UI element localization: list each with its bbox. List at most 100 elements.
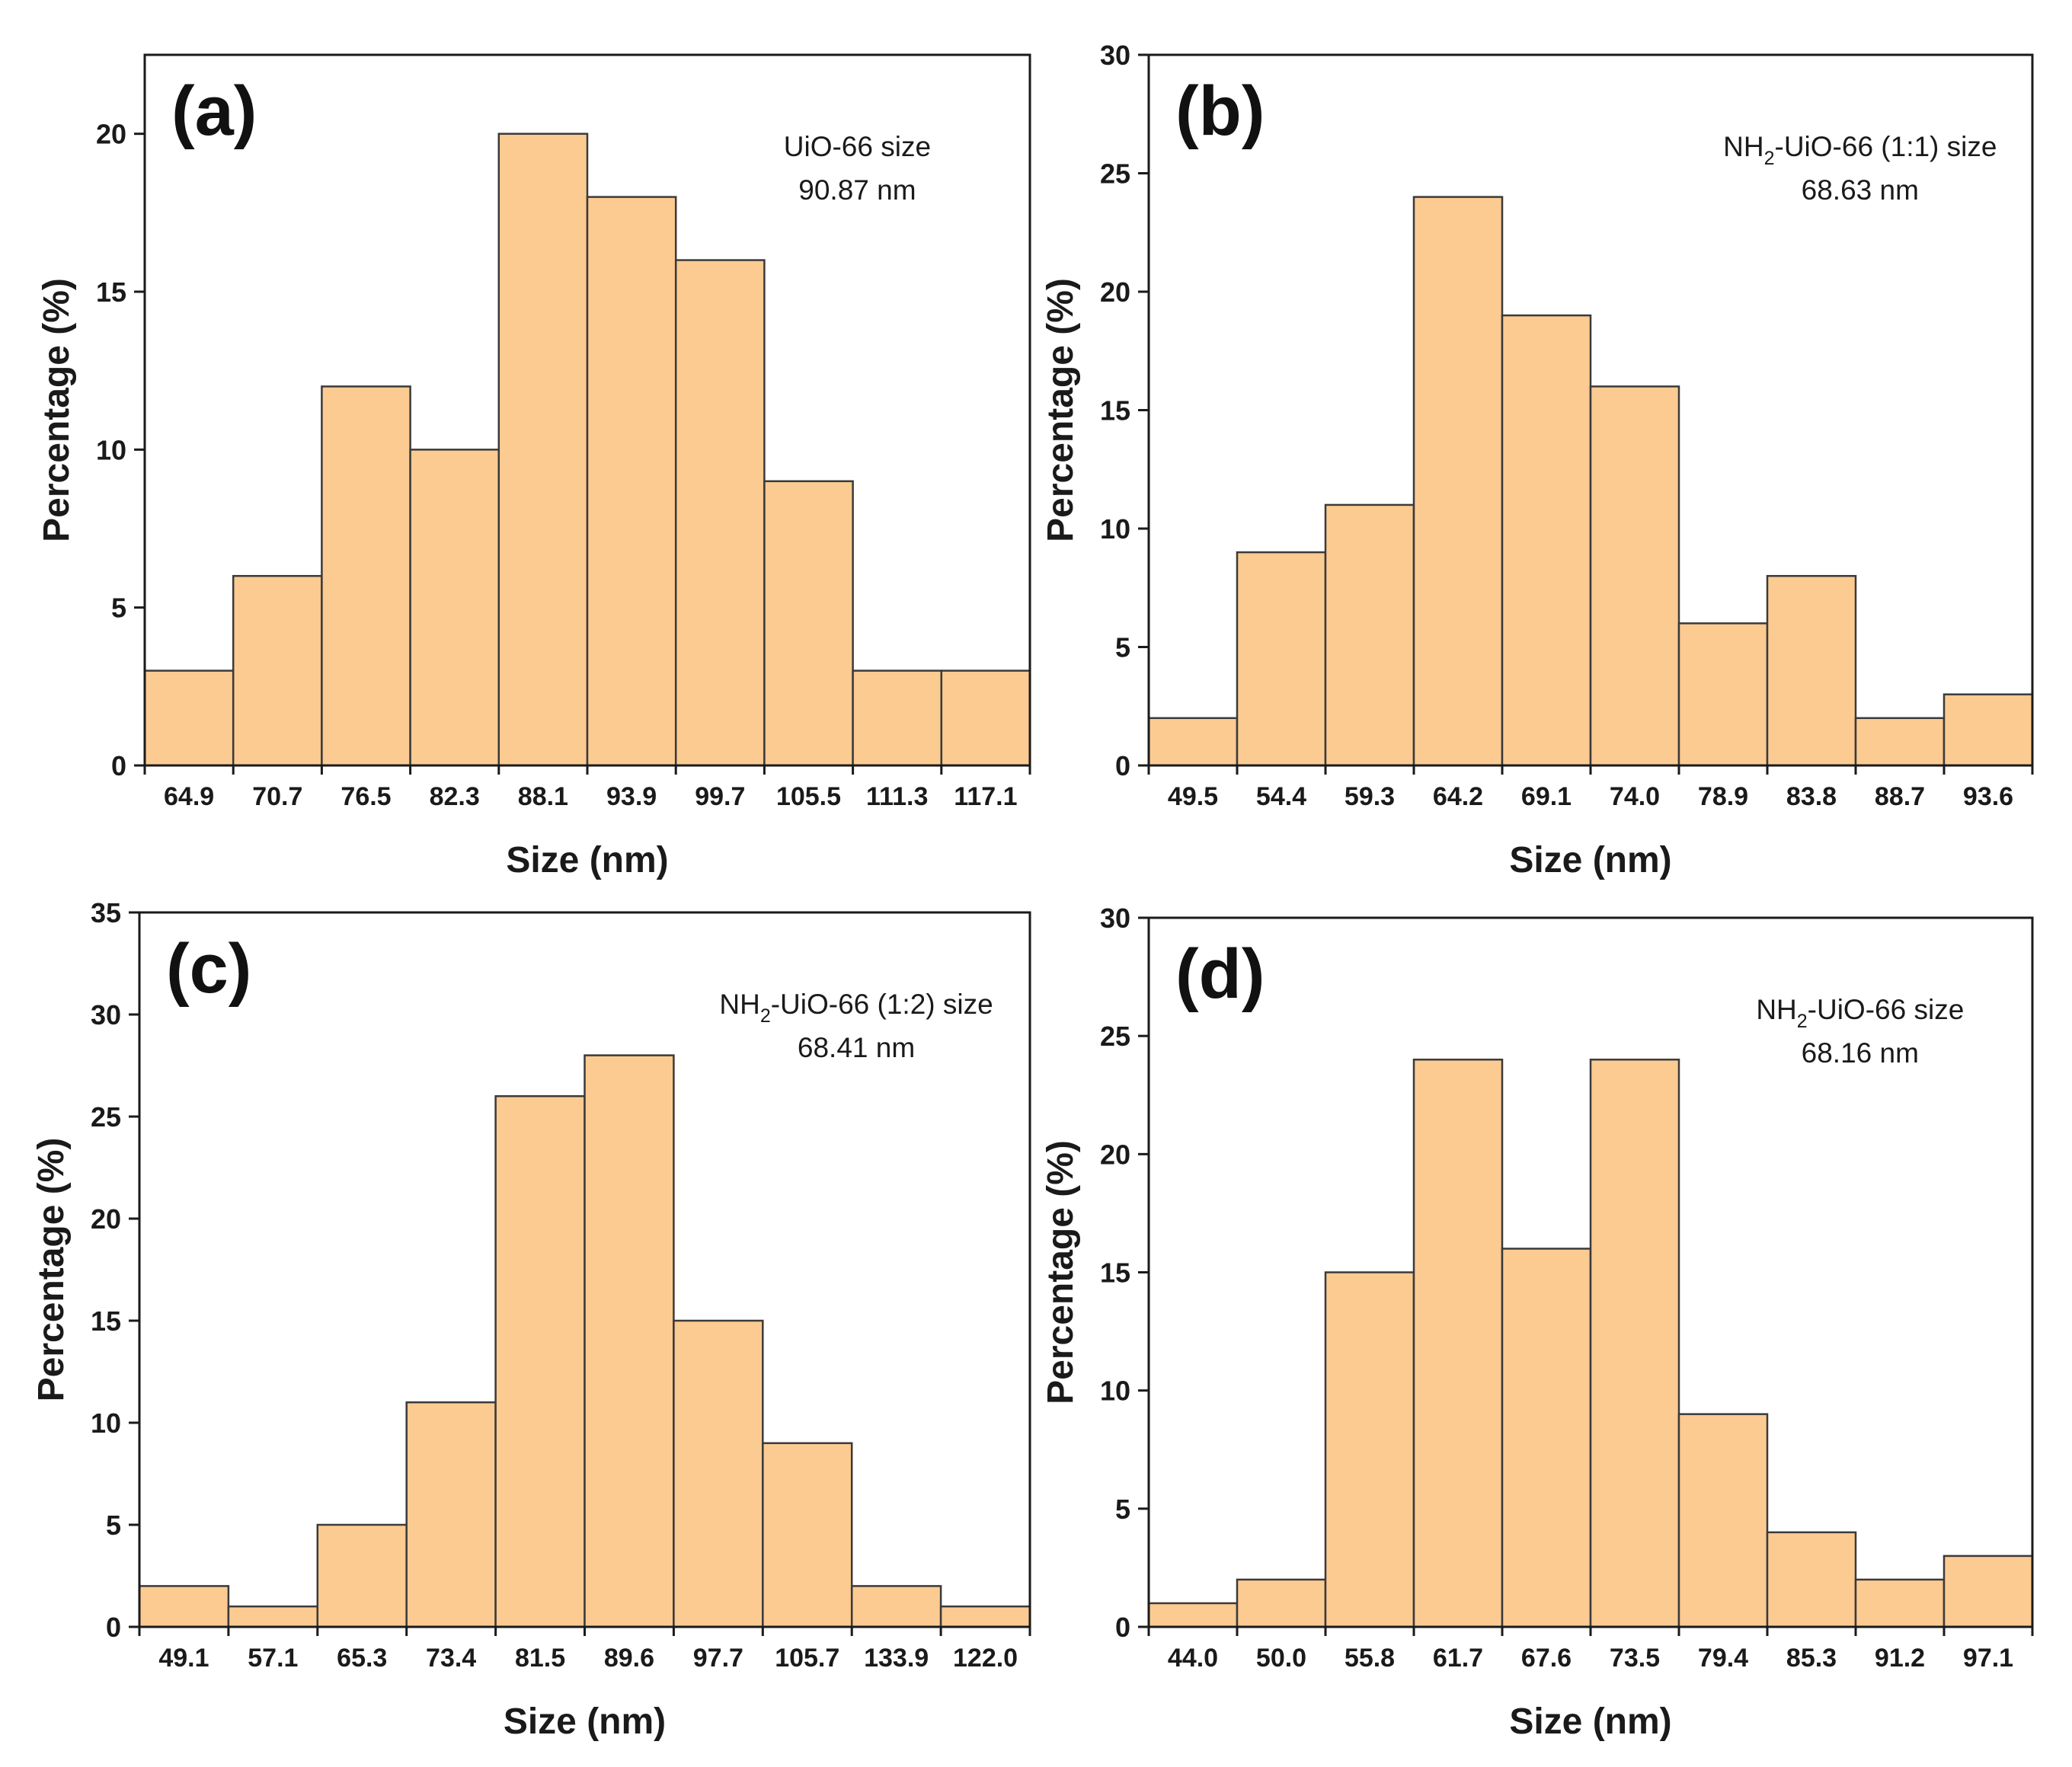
y-tick-label: 5 xyxy=(1115,632,1130,663)
panel-label: (a) xyxy=(171,72,257,150)
panel-b: 0 5 10 15 20 25 30 49.5 54.4 59.3 64.2 69.1 74.0 78.9… xyxy=(1041,40,2034,880)
mean-size-annotation: 68.41 nm xyxy=(798,1032,915,1063)
bar-b-1 xyxy=(1147,717,1239,767)
bar-d-6 xyxy=(1589,1058,1680,1628)
y-tick-label: 30 xyxy=(91,999,121,1030)
bar-c-5 xyxy=(494,1094,586,1628)
bar-b-10 xyxy=(1942,693,2034,767)
bar-d-7 xyxy=(1677,1413,1769,1628)
x-tick-label: 59.3 xyxy=(1345,782,1395,811)
y-axis-title: Percentage (%) xyxy=(37,278,77,542)
x-tick-label: 89.6 xyxy=(604,1644,654,1673)
y-tick-label: 0 xyxy=(1115,1612,1130,1643)
sample-name: -UiO-66 (1:2) size xyxy=(771,989,993,1020)
x-axis-title: Size (nm) xyxy=(1509,840,1671,880)
x-tick-label: 88.7 xyxy=(1875,782,1925,811)
sample-annotation: NH2-UiO-66 (1:1) size xyxy=(1723,131,1997,169)
y-tick-label: 15 xyxy=(96,276,126,308)
y-tick-label: 20 xyxy=(96,119,126,150)
bar-c-2 xyxy=(227,1605,319,1628)
y-axis-title: Percentage (%) xyxy=(1041,1140,1081,1404)
bar-a-7 xyxy=(674,259,766,767)
y-tick-label: 15 xyxy=(1100,395,1130,427)
x-tick-label: 99.7 xyxy=(695,782,745,811)
bar-b-4 xyxy=(1412,196,1504,767)
sample-annotation: NH2-UiO-66 (1:2) size xyxy=(719,989,993,1027)
bar-c-3 xyxy=(316,1523,408,1628)
bar-c-1 xyxy=(138,1585,230,1628)
x-tick-label: 70.7 xyxy=(252,782,302,811)
y-tick-label: 5 xyxy=(106,1510,121,1541)
bar-b-9 xyxy=(1854,717,1946,767)
panel-d: 0 5 10 15 20 25 30 44.0 50.0 55.8 61.7 67.6 73.5 79.4… xyxy=(1041,903,2034,1742)
x-tick-label: 55.8 xyxy=(1345,1644,1395,1673)
y-tick-label: 5 xyxy=(111,593,126,624)
sample-annotation: UiO-66 size xyxy=(784,131,931,162)
y-tick-label: 10 xyxy=(1100,1376,1130,1407)
bar-d-4 xyxy=(1412,1058,1504,1628)
x-tick-label: 64.9 xyxy=(164,782,214,811)
y-tick-label: 10 xyxy=(91,1408,121,1439)
x-tick-label: 83.8 xyxy=(1786,782,1837,811)
x-tick-label: 65.3 xyxy=(337,1644,387,1673)
x-tick-label: 81.5 xyxy=(515,1644,565,1673)
mean-size-annotation: 68.63 nm xyxy=(1802,174,1919,206)
bar-c-8 xyxy=(762,1442,853,1628)
bar-a-2 xyxy=(232,574,323,767)
bar-b-6 xyxy=(1589,385,1680,767)
x-tick-label: 133.9 xyxy=(864,1644,929,1673)
bar-b-5 xyxy=(1501,314,1592,767)
x-tick-label: 105.5 xyxy=(776,782,841,811)
bar-d-3 xyxy=(1324,1271,1415,1628)
y-tick-label: 30 xyxy=(1100,40,1130,71)
x-tick-label: 79.4 xyxy=(1698,1644,1748,1673)
y-tick-label: 25 xyxy=(91,1101,121,1133)
bar-b-3 xyxy=(1324,503,1415,767)
x-tick-label: 57.1 xyxy=(248,1644,298,1673)
y-tick-label: 15 xyxy=(91,1305,121,1337)
x-tick-label: 69.1 xyxy=(1521,782,1572,811)
y-tick-label: 20 xyxy=(1100,1139,1130,1170)
x-tick-label: 97.1 xyxy=(1963,1644,2013,1673)
bar-d-9 xyxy=(1854,1578,1946,1628)
bar-b-8 xyxy=(1766,574,1857,767)
mean-size-annotation: 90.87 nm xyxy=(798,174,916,206)
sample-annotation: NH2-UiO-66 size xyxy=(1756,994,1964,1032)
x-axis-title: Size (nm) xyxy=(504,1701,666,1742)
panel-c: 0 5 10 15 20 25 30 35 49.1 57.1 65.3 73.4 81.5 89.6 97… xyxy=(31,897,1031,1742)
x-tick-label: 122.0 xyxy=(953,1644,1018,1673)
x-tick-label: 64.2 xyxy=(1433,782,1483,811)
panel-a: 0 5 10 15 20 64.9 70.7 76.5 82.3 88.1 93.9 99.7 105.… xyxy=(37,53,1031,880)
bar-b-2 xyxy=(1236,551,1327,767)
bar-d-5 xyxy=(1501,1248,1592,1628)
formula-subscript: 2 xyxy=(760,1005,771,1027)
bar-b-7 xyxy=(1677,622,1769,767)
y-tick-label: 0 xyxy=(111,750,126,781)
y-tick-label: 30 xyxy=(1100,903,1130,934)
x-tick-label: 49.5 xyxy=(1168,782,1218,811)
x-tick-label: 73.5 xyxy=(1610,1644,1660,1673)
y-tick-label: 20 xyxy=(1100,276,1130,308)
y-axis-title: Percentage (%) xyxy=(31,1138,72,1402)
bar-a-1 xyxy=(143,669,235,767)
y-tick-label: 0 xyxy=(1115,750,1130,781)
y-tick-label: 0 xyxy=(106,1612,121,1643)
sample-name: -UiO-66 (1:1) size xyxy=(1775,131,1997,162)
bar-a-9 xyxy=(852,669,943,767)
y-tick-label: 35 xyxy=(91,897,121,928)
x-tick-label: 78.9 xyxy=(1698,782,1748,811)
x-tick-label: 85.3 xyxy=(1786,1644,1837,1673)
formula-prefix: NH xyxy=(1723,131,1763,162)
x-tick-label: 76.5 xyxy=(341,782,391,811)
bar-c-9 xyxy=(850,1585,942,1628)
x-tick-label: 44.0 xyxy=(1168,1644,1218,1673)
x-axis-title: Size (nm) xyxy=(506,840,668,880)
bar-a-6 xyxy=(586,196,677,767)
x-tick-label: 74.0 xyxy=(1610,782,1660,811)
x-tick-label: 61.7 xyxy=(1433,1644,1483,1673)
x-tick-label: 50.0 xyxy=(1256,1644,1306,1673)
x-tick-label: 93.6 xyxy=(1963,782,2013,811)
bar-a-8 xyxy=(763,480,854,767)
x-tick-label: 105.7 xyxy=(775,1644,839,1673)
